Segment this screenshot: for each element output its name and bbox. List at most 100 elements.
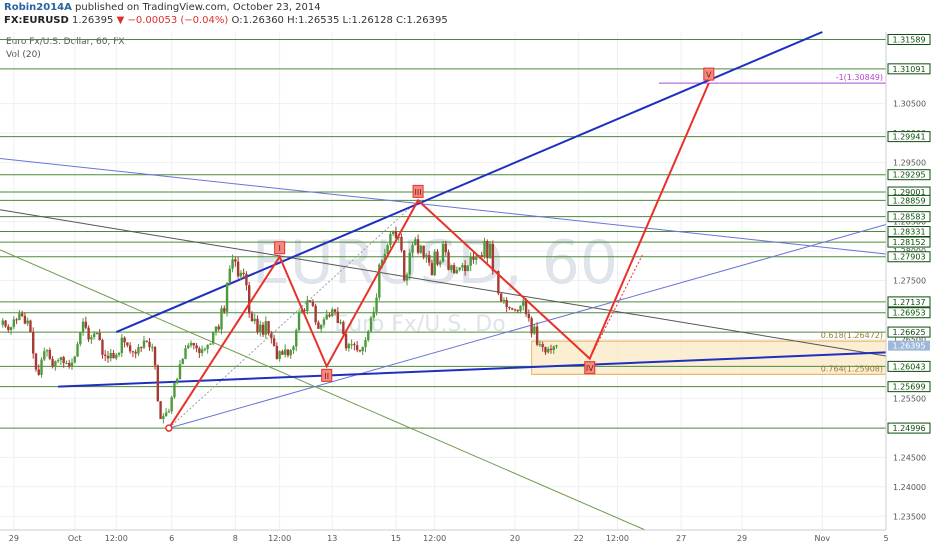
candle-body	[342, 322, 345, 335]
wave-label-box	[703, 67, 715, 81]
time-axis[interactable]: 29 Oct 12:00 6 8 12:00 13 15 12:00 20 22 12:00 27 29 N…	[0, 529, 889, 550]
pattern-start-marker	[165, 424, 173, 432]
last-price-tag	[888, 340, 930, 351]
price-tick-label: 1.25500	[893, 394, 926, 403]
candle-body	[505, 299, 508, 308]
level-price-tag	[887, 422, 931, 434]
time-tick-label: 12:00	[423, 534, 446, 543]
candle-body	[380, 259, 384, 265]
candle-body	[247, 285, 251, 314]
candle-body	[170, 397, 173, 412]
candle-body	[51, 358, 54, 367]
candle-body	[40, 359, 43, 375]
level-price-tag	[887, 296, 931, 308]
candle-body	[328, 314, 331, 317]
chart-header: Robin2014A published on TradingView.com,…	[0, 0, 932, 34]
candle-body	[458, 267, 461, 270]
fib-level-label: 0.618(1.26472)	[821, 331, 883, 340]
time-tick-label: Nov	[815, 534, 831, 543]
candle-body	[176, 378, 179, 384]
candle-body	[18, 313, 21, 320]
level-price-tag	[887, 236, 931, 248]
watermark-name: Euro Fx/U.S. Do	[334, 312, 505, 337]
level-price-tag	[887, 251, 931, 263]
time-tick-label: 29	[9, 534, 19, 543]
candle-body	[270, 333, 273, 339]
candle-body	[347, 344, 351, 349]
candle-body	[322, 319, 326, 325]
candle-body	[353, 344, 356, 346]
candle-body	[181, 358, 184, 365]
trend-lines[interactable]	[0, 31, 887, 531]
candle-body	[367, 331, 370, 341]
candle-body	[281, 351, 284, 355]
time-tick-label: 12:00	[606, 534, 629, 543]
volume-indicator-label[interactable]: Vol (20)	[6, 50, 41, 60]
candle-body	[126, 342, 129, 346]
candle-body	[245, 274, 248, 286]
candle-body	[12, 319, 16, 328]
time-tick-label: 5	[883, 534, 888, 543]
candle-body	[538, 344, 542, 346]
candle-body	[441, 243, 445, 262]
candle-body	[1, 320, 4, 325]
level-price-tag	[887, 63, 931, 75]
candle-body	[544, 347, 547, 353]
author-link[interactable]: Robin2014A	[4, 2, 72, 13]
wave-label-box	[321, 368, 333, 382]
price-tick-label: 1.26500	[893, 335, 926, 344]
candle-body	[123, 337, 126, 343]
candle-body	[228, 268, 232, 283]
fib-level-label: -1(1.30849)	[836, 73, 883, 82]
publish-line: Robin2014A published on TradingView.com,…	[4, 2, 321, 13]
candle-body	[156, 365, 160, 402]
time-tick-label: 6	[169, 534, 174, 543]
candle-body	[549, 348, 553, 351]
candle-body	[236, 261, 240, 277]
candle-body	[408, 252, 411, 275]
candle-body	[314, 305, 317, 323]
fib-labels: 0.618(1.26472) 0.764(1.25908) -1(1.30849)	[821, 73, 883, 373]
candle-body	[203, 348, 207, 350]
candle-body	[452, 265, 456, 274]
candle-body	[45, 350, 49, 352]
candle-body	[447, 252, 450, 270]
candle-body	[439, 261, 442, 265]
candle-body	[73, 356, 76, 363]
candle-body	[192, 342, 196, 346]
candle-body	[364, 340, 367, 348]
candle-body	[112, 352, 115, 359]
projection-dotted-line	[417, 200, 643, 360]
price-axis[interactable]: 1.305001.300001.295001.290001.285001.280…	[885, 32, 932, 530]
candle-body	[378, 264, 381, 298]
candle-body	[436, 251, 439, 265]
lower-channel-line	[58, 351, 887, 388]
candle-body	[361, 347, 364, 352]
candle-body	[292, 346, 295, 351]
candle-body	[32, 332, 35, 354]
time-tick-label: 27	[676, 534, 686, 543]
level-price-label: 1.24996	[892, 424, 925, 433]
wave-label: III	[415, 188, 422, 197]
candle-body	[231, 259, 234, 269]
candle-body	[400, 236, 403, 251]
candle-body	[81, 321, 85, 333]
candle-body	[483, 241, 486, 257]
level-price-label: 1.28859	[892, 196, 925, 205]
candle-body	[311, 301, 315, 306]
candle-body	[84, 321, 88, 328]
level-price-label: 1.27137	[892, 298, 925, 307]
candle-body	[164, 412, 168, 417]
price-tick-label: 1.29500	[893, 159, 926, 168]
candle-body	[206, 344, 209, 349]
dotted-guide-line	[168, 200, 419, 429]
candle-body	[115, 354, 118, 359]
candle-body	[26, 320, 29, 324]
candle-body	[142, 340, 146, 348]
candle-body	[319, 324, 323, 329]
level-price-tag	[887, 169, 931, 181]
fib-level-label: 0.764(1.25908)	[821, 364, 883, 373]
time-tick-label: 29	[737, 534, 747, 543]
